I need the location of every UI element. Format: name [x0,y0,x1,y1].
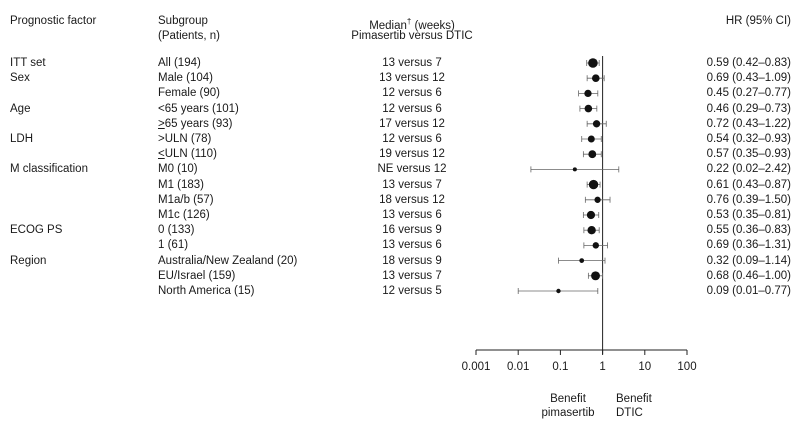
row-median: 18 versus 12 [379,193,445,206]
hr-point [579,258,585,263]
header-subgroup-patients: (Patients, n) [158,30,220,42]
hr-point [587,226,596,235]
header-prognostic-factor: Prognostic factor [10,15,97,27]
row-hr-ci: 0.72 (0.43–1.22) [706,117,791,130]
benefit-dtic-line2: DTIC [616,407,643,419]
row-median: 13 versus 6 [382,239,442,252]
x-axis-tick-label: 0.01 [507,361,529,373]
row-median: 13 versus 7 [382,178,442,191]
hr-point [587,135,595,143]
row-hr-ci: 0.54 (0.32–0.93) [706,133,791,145]
hr-point [588,150,597,159]
hr-point [588,179,599,190]
row-hr-ci: 0.55 (0.36–0.83) [706,224,791,237]
row-hr-ci: 0.59 (0.42–0.83) [706,57,791,69]
row-median: 13 versus 7 [382,269,442,282]
row-subgroup: North America (15) [158,285,255,297]
row-median: 13 versus 6 [382,209,442,221]
hr-point [591,74,600,83]
row-hr-ci: 0.69 (0.36–1.31) [706,239,791,252]
row-median: 13 versus 12 [379,72,445,85]
row-hr-ci: 0.22 (0.02–2.42) [706,163,791,176]
row-subgroup: M1c (126) [158,209,210,221]
row-median: 12 versus 5 [382,285,442,297]
hr-point [591,271,600,281]
row-hr-ci: 0.57 (0.35–0.93) [706,148,791,161]
inequality-symbol: < [158,148,165,161]
row-median: 13 versus 7 [382,57,442,69]
row-subgroup: <ULN (110) [158,147,217,161]
x-axis-tick-label: 1 [599,361,605,373]
row-subgroup: Australia/New Zealand (20) [158,254,298,267]
subgroup-text: 65 years (93) [164,117,233,130]
row-median: 18 versus 9 [382,254,442,267]
header-hr: HR (95% CI) [725,15,791,27]
row-subgroup: M1a/b (57) [158,193,214,206]
row-subgroup: M0 (10) [158,163,198,176]
row-median: 16 versus 9 [382,224,442,237]
row-factor: ITT set [10,57,46,69]
row-subgroup: 1 (61) [158,239,189,252]
subgroup-text: ULN (110) [164,148,217,161]
row-hr-ci: 0.53 (0.35–0.81) [706,209,791,221]
hr-point [592,242,600,249]
row-hr-ci: 0.76 (0.39–1.50) [706,193,791,206]
hr-point [586,210,596,220]
inequality-symbol: > [158,117,165,130]
row-hr-ci: 0.68 (0.46–1.00) [706,269,791,282]
row-subgroup: All (194) [158,57,201,69]
row-median: 12 versus 6 [382,87,442,100]
row-subgroup: >65 years (93) [158,117,232,131]
row-subgroup: <65 years (101) [158,102,239,115]
hr-point [594,196,601,203]
header-median: Median† (weeks) [369,14,455,34]
row-factor: ECOG PS [10,224,63,237]
row-hr-ci: 0.69 (0.43–1.09) [706,72,791,85]
row-subgroup: 0 (133) [158,224,195,237]
hr-point [572,167,577,172]
row-factor: Sex [10,72,30,85]
row-median: NE versus 12 [377,163,447,176]
row-hr-ci: 0.61 (0.43–0.87) [706,178,791,191]
row-median: 12 versus 6 [382,133,442,145]
x-axis-tick-label: 0.1 [552,361,568,373]
row-subgroup: Female (90) [158,87,220,100]
row-subgroup: M1 (183) [158,178,205,191]
row-hr-ci: 0.32 (0.09–1.14) [706,254,791,267]
x-axis-tick-label: 100 [677,361,696,373]
header-median-dagger: † [406,17,412,26]
header-median-unit: (weeks) [411,19,455,32]
header-median-label: Median [369,19,407,32]
row-median: 19 versus 12 [379,148,445,161]
benefit-pimasertib-line1: Benefit [550,393,586,405]
header-median-comparison: Pimasertib versus DTIC [351,30,473,42]
row-median: 17 versus 12 [379,117,445,130]
row-subgroup: EU/Israel (159) [158,269,236,282]
hr-point [584,89,592,98]
row-subgroup: >ULN (78) [158,133,212,145]
x-axis-tick-label: 10 [638,361,651,373]
row-factor: Age [10,102,31,115]
benefit-pimasertib-line2: pimasertib [541,407,595,419]
row-hr-ci: 0.46 (0.29–0.73) [706,102,791,115]
hr-point [584,104,593,113]
row-factor: LDH [10,133,34,145]
header-subgroup: Subgroup [158,15,208,27]
row-median: 12 versus 6 [382,102,442,115]
hr-point [592,120,601,128]
row-hr-ci: 0.45 (0.27–0.77) [706,87,791,100]
x-axis-tick-label: 0.001 [462,361,491,373]
row-subgroup: Male (104) [158,72,213,85]
hr-point [556,288,561,294]
row-hr-ci: 0.09 (0.01–0.77) [706,285,791,297]
row-factor: M classification [10,163,88,176]
benefit-dtic-line1: Benefit [616,393,652,405]
hr-point [588,58,598,68]
row-factor: Region [10,254,47,267]
